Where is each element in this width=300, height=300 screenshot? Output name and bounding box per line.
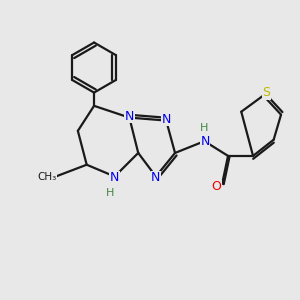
Text: N: N (110, 172, 119, 184)
Text: N: N (200, 135, 210, 148)
Text: N: N (151, 172, 160, 184)
Text: O: O (211, 180, 221, 193)
Text: N: N (125, 110, 134, 123)
Text: H: H (106, 188, 114, 198)
Text: H: H (200, 123, 209, 133)
Text: S: S (262, 86, 270, 99)
Text: CH₃: CH₃ (37, 172, 57, 182)
Text: N: N (161, 112, 171, 126)
